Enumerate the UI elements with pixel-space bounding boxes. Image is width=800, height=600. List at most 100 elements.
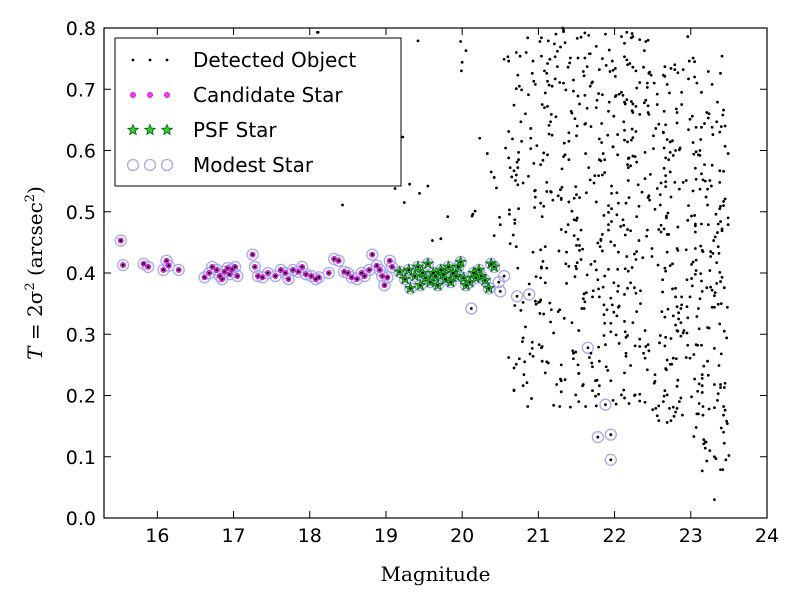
detected-object-point <box>606 368 610 372</box>
detected-object-point <box>622 223 626 227</box>
detected-object-point <box>671 262 674 266</box>
detected-object-point <box>638 337 642 341</box>
detected-object-point <box>508 208 511 212</box>
detected-object-point <box>546 153 549 157</box>
detected-object-point <box>251 253 255 257</box>
detected-object-point <box>479 274 483 278</box>
detected-object-point <box>651 408 655 411</box>
detected-object-point <box>681 180 685 184</box>
detected-object-point <box>641 256 645 260</box>
detected-object-point <box>600 57 604 61</box>
detected-object-point <box>705 286 709 290</box>
detected-object-point <box>572 357 575 361</box>
detected-object-point <box>629 364 632 367</box>
detected-object-point <box>677 317 680 321</box>
detected-object-point <box>665 421 669 424</box>
detected-object-point <box>667 158 671 162</box>
detected-object-point <box>575 193 578 197</box>
detected-object-point <box>162 268 165 272</box>
detected-object-point <box>620 35 623 38</box>
legend-marker-candidate <box>147 92 153 98</box>
detected-object-point <box>659 230 663 234</box>
detected-object-point <box>526 405 530 408</box>
legend-marker-psf <box>143 123 157 136</box>
detected-object-point <box>575 261 579 264</box>
detected-object-point <box>644 40 648 43</box>
modest-star-point <box>142 260 155 274</box>
detected-object-point <box>532 161 536 165</box>
detected-object-point <box>645 228 649 232</box>
detected-object-point <box>627 402 631 405</box>
modest-star-point <box>581 341 595 354</box>
detected-object-point <box>629 164 632 168</box>
modest-star-point <box>591 430 604 444</box>
detected-object-point <box>597 392 600 396</box>
modest-star-point <box>172 263 185 277</box>
detected-object-point <box>576 237 580 241</box>
detected-object-point <box>722 386 726 389</box>
detected-object-point <box>612 114 616 118</box>
detected-object-point <box>716 399 719 402</box>
detected-object-point <box>459 40 463 43</box>
detected-object-point <box>512 169 516 173</box>
detected-object-point <box>665 138 669 141</box>
detected-object-point <box>655 92 659 96</box>
detected-object-point <box>350 275 354 279</box>
detected-object-point <box>658 193 662 197</box>
modest-star-point <box>248 260 262 274</box>
detected-object-point <box>451 271 455 275</box>
detected-object-point <box>627 196 631 200</box>
detected-object-point <box>512 388 516 392</box>
detected-object-point <box>638 81 642 84</box>
detected-object-point <box>692 435 696 438</box>
detected-object-point <box>657 228 661 231</box>
detected-object-point <box>535 144 539 148</box>
detected-object-point <box>576 94 580 98</box>
detected-object-point <box>626 63 629 67</box>
detected-object-point <box>591 389 594 392</box>
detected-object-point <box>664 269 668 273</box>
detected-object-point <box>709 285 713 289</box>
detected-object-point <box>543 245 547 249</box>
detected-object-point <box>674 107 678 111</box>
detected-object-point <box>694 258 698 262</box>
detected-object-point <box>720 229 724 233</box>
detected-object-point <box>668 406 671 410</box>
detected-object-point <box>726 216 730 220</box>
legend-label: Modest Star <box>193 153 314 177</box>
detected-object-point <box>611 145 615 149</box>
detected-object-point <box>477 268 481 272</box>
detected-object-point <box>355 277 359 281</box>
detected-object-point <box>478 136 482 140</box>
detected-object-point <box>639 289 642 293</box>
modest-star-point <box>309 272 323 286</box>
detected-object-point <box>546 62 549 65</box>
detected-object-point <box>562 30 565 34</box>
detected-object-point <box>522 373 526 377</box>
detected-object-point <box>712 239 716 242</box>
detected-object-point <box>498 223 502 227</box>
detected-object-point <box>715 282 719 285</box>
detected-object-point <box>545 180 549 184</box>
detected-object-point <box>529 127 533 130</box>
detected-object-point <box>516 73 520 77</box>
detected-object-point <box>583 56 587 60</box>
detected-object-point <box>513 218 517 222</box>
detected-object-point <box>341 203 344 207</box>
detected-object-point <box>546 79 549 83</box>
detected-object-point <box>700 172 703 176</box>
detected-object-point <box>300 265 304 269</box>
detected-object-point <box>529 136 533 140</box>
detected-object-point <box>609 321 613 325</box>
detected-object-point <box>517 150 520 154</box>
detected-object-point <box>562 316 566 320</box>
detected-object-point <box>655 103 659 106</box>
detected-object-point <box>582 307 586 310</box>
modest-star-point <box>358 269 371 283</box>
detected-object-point <box>530 397 533 400</box>
detected-object-point <box>708 269 712 272</box>
detected-object-point <box>543 281 547 285</box>
detected-object-point <box>218 274 222 278</box>
detected-object-point <box>645 234 648 238</box>
detected-object-point <box>630 127 634 131</box>
